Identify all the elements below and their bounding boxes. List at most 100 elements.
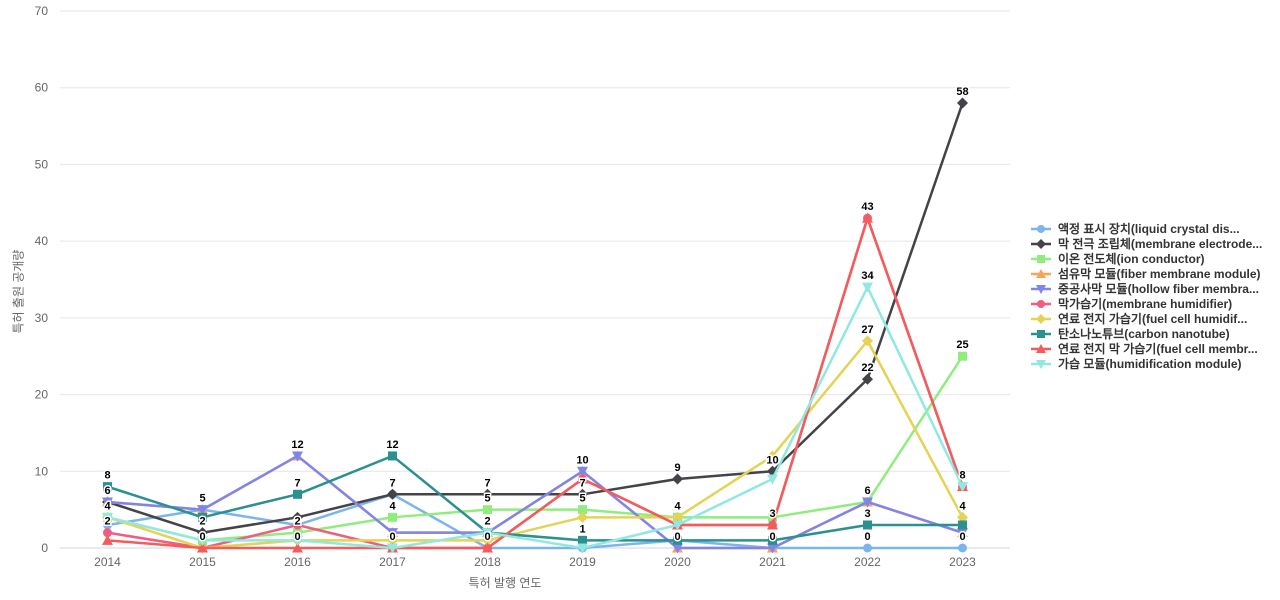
- point-marker-square[interactable]: [768, 512, 777, 522]
- point-label: 2: [104, 516, 110, 528]
- point-marker-triangle[interactable]: [862, 212, 873, 223]
- point-marker-diamond[interactable]: [482, 488, 493, 500]
- point-marker-circle[interactable]: [103, 528, 112, 538]
- series-line-0: [106, 493, 964, 550]
- point-label: 3: [769, 508, 775, 520]
- legend-item-0[interactable]: 액정 표시 장치(liquid crystal dis...: [1030, 221, 1278, 236]
- point-marker-triangle[interactable]: [197, 542, 208, 553]
- point-marker-triangle-down[interactable]: [957, 528, 968, 539]
- point-marker-square[interactable]: [388, 512, 397, 522]
- point-marker-triangle-down[interactable]: [862, 282, 873, 293]
- point-label: 27: [861, 324, 873, 336]
- point-marker-square[interactable]: [578, 535, 587, 545]
- point-marker-square[interactable]: [578, 505, 587, 515]
- point-marker-square[interactable]: [863, 520, 872, 530]
- point-marker-circle[interactable]: [958, 543, 967, 553]
- x-tick-label: 2021: [759, 555, 786, 569]
- point-marker-triangle-down[interactable]: [197, 535, 208, 546]
- point-marker-triangle-down[interactable]: [102, 497, 113, 508]
- point-marker-triangle-down[interactable]: [672, 520, 683, 531]
- point-label: 5: [199, 493, 205, 505]
- point-marker-square[interactable]: [768, 535, 777, 545]
- legend-item-9[interactable]: 가습 모듈(humidification module): [1030, 356, 1278, 371]
- point-marker-square[interactable]: [388, 451, 397, 461]
- point-marker-diamond[interactable]: [387, 488, 398, 500]
- legend-item-1[interactable]: 막 전극 조립체(membrane electrode...: [1030, 236, 1278, 251]
- point-label: 0: [959, 531, 965, 543]
- x-tick-label: 2019: [569, 555, 596, 569]
- point-marker-triangle-down[interactable]: [102, 512, 113, 523]
- point-marker-square[interactable]: [293, 528, 302, 538]
- point-marker-triangle-down[interactable]: [387, 528, 398, 539]
- point-marker-triangle-down[interactable]: [862, 497, 873, 508]
- series-line-7: [106, 454, 964, 542]
- point-marker-diamond[interactable]: [672, 511, 683, 523]
- point-label: 4: [389, 500, 396, 512]
- point-marker-triangle-down[interactable]: [387, 543, 398, 554]
- legend-item-5[interactable]: 막가습기(membrane humidifier): [1030, 296, 1278, 311]
- legend-item-4[interactable]: 중공사막 모듈(hollow fiber membra...: [1030, 281, 1278, 296]
- y-tick-label: 30: [35, 311, 49, 325]
- point-marker-diamond[interactable]: [862, 335, 873, 347]
- point-marker-diamond[interactable]: [387, 534, 398, 546]
- point-marker-square[interactable]: [958, 351, 967, 361]
- point-marker-triangle[interactable]: [482, 542, 493, 553]
- point-marker-diamond[interactable]: [767, 450, 778, 462]
- point-marker-triangle[interactable]: [767, 519, 778, 530]
- point-label: 3: [864, 508, 870, 520]
- point-marker-square[interactable]: [958, 520, 967, 530]
- legend-marker-icon: [1031, 284, 1051, 294]
- point-marker-diamond[interactable]: [957, 97, 968, 109]
- point-marker-triangle-down[interactable]: [957, 482, 968, 493]
- point-marker-diamond[interactable]: [577, 511, 588, 523]
- point-marker-square[interactable]: [293, 489, 302, 499]
- legend-item-2[interactable]: 이온 전도체(ion conductor): [1030, 251, 1278, 266]
- point-label: 4: [104, 500, 111, 512]
- y-tick-label: 70: [35, 4, 49, 18]
- legend-item-7[interactable]: 탄소나노튜브(carbon nanotube): [1030, 326, 1278, 341]
- point-label: 10: [576, 454, 588, 466]
- legend-item-8[interactable]: 연료 전지 막 가습기(fuel cell membr...: [1030, 341, 1278, 356]
- legend-item-6[interactable]: 연료 전지 가습기(fuel cell humidif...: [1030, 311, 1278, 326]
- point-marker-diamond[interactable]: [482, 534, 493, 546]
- point-marker-triangle-down[interactable]: [672, 543, 683, 554]
- point-marker-diamond[interactable]: [577, 488, 588, 500]
- legend-marker-icon: [1031, 359, 1051, 369]
- legend-symbol-square: [1037, 254, 1045, 263]
- point-marker-square[interactable]: [483, 505, 492, 515]
- point-marker-triangle[interactable]: [292, 542, 303, 553]
- point-marker-diamond[interactable]: [292, 511, 303, 523]
- point-marker-square[interactable]: [103, 482, 112, 492]
- point-marker-circle[interactable]: [293, 520, 302, 530]
- point-label: 8: [959, 470, 965, 482]
- point-marker-diamond[interactable]: [862, 373, 873, 385]
- point-marker-triangle[interactable]: [102, 534, 113, 545]
- point-marker-triangle-down[interactable]: [767, 474, 778, 485]
- point-marker-triangle-down[interactable]: [482, 528, 493, 539]
- point-marker-triangle[interactable]: [577, 473, 588, 484]
- point-label: 6: [104, 485, 110, 497]
- point-marker-square[interactable]: [198, 512, 207, 522]
- point-marker-triangle-down[interactable]: [292, 451, 303, 462]
- y-tick-label: 20: [35, 388, 49, 402]
- y-tick-label: 40: [35, 234, 49, 248]
- legend: 액정 표시 장치(liquid crystal dis... 막 전극 조립체(m…: [1030, 221, 1278, 371]
- legend-item-3[interactable]: 섬유막 모듈(fiber membrane module): [1030, 266, 1278, 281]
- point-marker-triangle-down[interactable]: [197, 505, 208, 516]
- point-marker-square[interactable]: [673, 535, 682, 545]
- point-marker-triangle-down[interactable]: [767, 543, 778, 554]
- legend-symbol-triangle: [1036, 343, 1046, 353]
- legend-marker-icon: [1031, 254, 1051, 263]
- point-marker-triangle-down[interactable]: [577, 543, 588, 554]
- point-marker-triangle-down[interactable]: [577, 466, 588, 477]
- point-marker-diamond[interactable]: [957, 511, 968, 523]
- x-tick-label: 2023: [949, 555, 976, 569]
- point-marker-triangle-down[interactable]: [292, 535, 303, 546]
- point-marker-circle[interactable]: [103, 520, 112, 530]
- point-marker-circle[interactable]: [863, 543, 872, 553]
- legend-symbol-triangle: [1036, 268, 1046, 278]
- point-marker-diamond[interactable]: [672, 473, 683, 485]
- point-marker-diamond[interactable]: [197, 527, 208, 539]
- legend-marker-icon: [1031, 268, 1051, 278]
